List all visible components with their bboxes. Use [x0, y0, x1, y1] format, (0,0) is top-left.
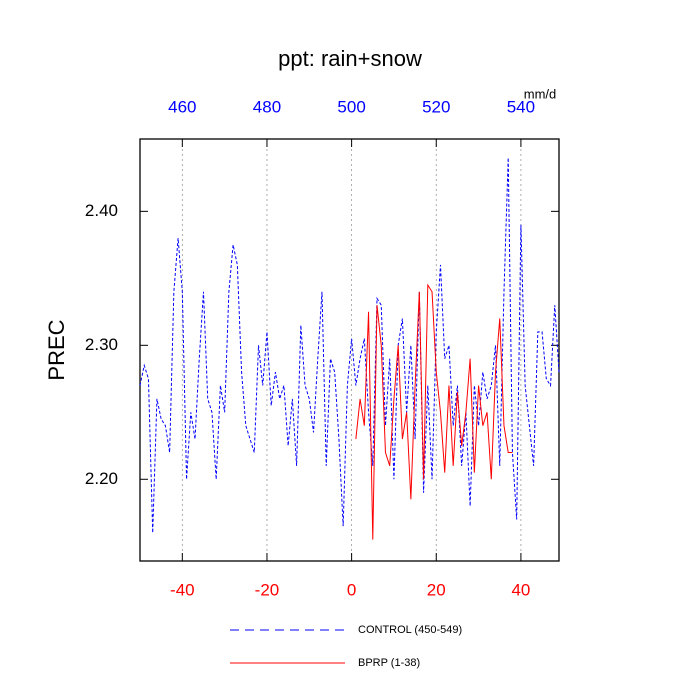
y-tick-label: 2.20: [85, 469, 118, 488]
series-line: [355, 283, 513, 540]
x2-tick-label: 520: [422, 97, 450, 116]
legend-label: CONTROL (450-549): [358, 624, 462, 636]
x2-tick-label: 460: [168, 97, 196, 116]
x2-tick-label: 500: [337, 97, 365, 116]
x-tick-label: 20: [427, 580, 446, 599]
y-axis-label: PREC: [44, 319, 69, 380]
x-tick-label: 40: [511, 580, 530, 599]
x-tick-label: 0: [347, 580, 356, 599]
x2-tick-label: 480: [253, 97, 281, 116]
x-tick-label: -20: [255, 580, 280, 599]
units-label: mm/d: [524, 86, 557, 101]
series-line: [139, 157, 560, 533]
y-tick-label: 2.30: [85, 335, 118, 354]
x2-tick-label: 540: [507, 97, 535, 116]
plot-frame: [139, 138, 560, 562]
legend-label: BPRP (1-38): [358, 657, 420, 669]
x-tick-label: -40: [170, 580, 195, 599]
y-tick-label: 2.40: [85, 201, 118, 220]
chart-title: ppt: rain+snow: [278, 46, 422, 71]
